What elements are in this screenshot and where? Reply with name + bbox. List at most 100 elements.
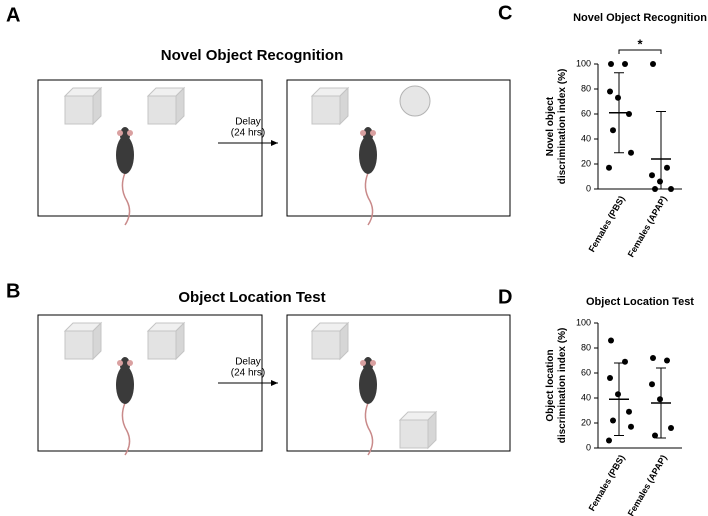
arrow-label: Delay bbox=[235, 117, 261, 128]
y-tick-label: 40 bbox=[581, 392, 591, 402]
data-point bbox=[622, 61, 628, 67]
data-point bbox=[649, 381, 655, 388]
cube bbox=[175, 321, 185, 361]
data-point bbox=[607, 88, 613, 95]
mouse-ear bbox=[127, 130, 133, 136]
y-tick-label: 100 bbox=[576, 317, 591, 327]
cube bbox=[339, 321, 349, 361]
significance-bracket bbox=[618, 49, 662, 54]
round-object bbox=[399, 85, 431, 117]
arena bbox=[286, 314, 511, 452]
data-point bbox=[657, 396, 663, 403]
cube bbox=[339, 86, 349, 126]
mouse-tail bbox=[121, 172, 131, 226]
mouse-body bbox=[359, 366, 377, 404]
arrow-sublabel: (24 hrs) bbox=[231, 368, 265, 379]
chart-title: Object Location Test bbox=[586, 296, 694, 308]
cube bbox=[427, 410, 437, 450]
data-point bbox=[628, 423, 634, 430]
data-point bbox=[610, 417, 616, 424]
panel-title: Object Location Test bbox=[178, 289, 325, 306]
arrow-sublabel: (24 hrs) bbox=[231, 128, 265, 139]
mouse-tail bbox=[121, 402, 131, 456]
data-point bbox=[652, 186, 658, 192]
mouse-head bbox=[363, 357, 373, 373]
data-point bbox=[664, 357, 670, 364]
significance-label: * bbox=[637, 36, 643, 51]
mouse-ear bbox=[370, 130, 376, 136]
cube bbox=[175, 86, 185, 126]
data-point bbox=[628, 149, 634, 156]
y-tick-label: 0 bbox=[586, 442, 591, 452]
mouse-head bbox=[120, 357, 130, 373]
data-point bbox=[652, 432, 658, 439]
mouse-body bbox=[359, 136, 377, 174]
mouse-ear bbox=[360, 130, 366, 136]
mouse-body bbox=[116, 136, 134, 174]
mouse-head bbox=[120, 127, 130, 143]
cube bbox=[64, 330, 94, 360]
panel-label: B bbox=[6, 280, 20, 302]
mouse-ear bbox=[117, 130, 123, 136]
data-point bbox=[610, 127, 616, 134]
data-point bbox=[650, 355, 656, 361]
data-point bbox=[626, 111, 632, 117]
y-axis-label-line: Object location bbox=[545, 349, 556, 421]
y-tick-label: 40 bbox=[581, 133, 591, 143]
y-axis-label: Novel objectdiscrimination index (%) bbox=[545, 69, 568, 185]
panel-title: Novel Object Recognition bbox=[161, 47, 344, 64]
cube bbox=[64, 95, 94, 125]
y-tick-label: 60 bbox=[581, 367, 591, 377]
cube bbox=[92, 86, 102, 126]
mouse-ear bbox=[127, 360, 133, 366]
mouse-tail bbox=[364, 172, 374, 226]
mouse-head bbox=[363, 127, 373, 143]
data-point bbox=[608, 337, 614, 344]
y-axis-label-line: discrimination index (%) bbox=[557, 69, 568, 185]
mouse-ear bbox=[370, 360, 376, 366]
panel-label: C bbox=[498, 2, 512, 24]
arena bbox=[286, 79, 511, 217]
y-tick-label: 0 bbox=[586, 183, 591, 193]
arrow-label: Delay bbox=[235, 357, 261, 368]
cube bbox=[311, 95, 341, 125]
cube bbox=[399, 419, 429, 449]
data-point bbox=[649, 172, 655, 179]
data-point bbox=[615, 94, 621, 101]
y-tick-label: 20 bbox=[581, 417, 591, 427]
chart-title: Novel Object Recognition bbox=[573, 12, 707, 24]
y-tick-label: 60 bbox=[581, 108, 591, 118]
data-point bbox=[650, 61, 656, 67]
panel-label: D bbox=[498, 286, 512, 308]
cube bbox=[147, 95, 177, 125]
cube bbox=[92, 321, 102, 361]
y-axis-label-line: discrimination index (%) bbox=[557, 328, 568, 444]
mouse-tail bbox=[364, 402, 374, 456]
cube bbox=[147, 330, 177, 360]
y-tick-label: 100 bbox=[576, 58, 591, 68]
data-point bbox=[657, 178, 663, 185]
data-point bbox=[626, 408, 632, 415]
panel-label: A bbox=[6, 4, 20, 26]
cube bbox=[311, 330, 341, 360]
y-tick-label: 20 bbox=[581, 158, 591, 168]
data-point bbox=[664, 164, 670, 171]
data-point bbox=[615, 391, 621, 398]
mouse-ear bbox=[360, 360, 366, 366]
data-point bbox=[668, 186, 674, 192]
y-tick-label: 80 bbox=[581, 342, 591, 352]
mouse-ear bbox=[117, 360, 123, 366]
data-point bbox=[606, 437, 612, 444]
y-axis-label: Object locationdiscrimination index (%) bbox=[545, 328, 568, 444]
data-point bbox=[607, 375, 613, 381]
arena bbox=[37, 79, 263, 217]
data-point bbox=[622, 358, 628, 365]
y-axis-label-line: Novel object bbox=[545, 96, 556, 156]
y-tick-label: 80 bbox=[581, 83, 591, 93]
data-point bbox=[606, 164, 612, 171]
mouse-body bbox=[116, 366, 134, 404]
data-point bbox=[668, 425, 674, 431]
data-point bbox=[608, 61, 614, 67]
